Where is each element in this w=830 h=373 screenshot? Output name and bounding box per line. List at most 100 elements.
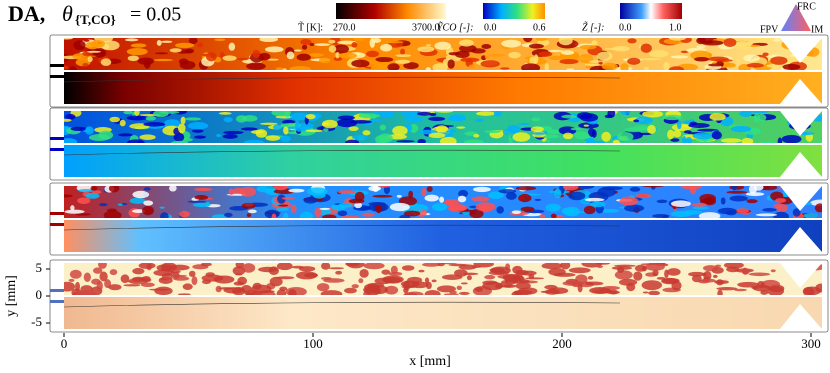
turbulence	[634, 264, 647, 272]
turbulence	[460, 57, 480, 63]
turbulence	[177, 123, 186, 134]
turbulence	[64, 113, 76, 120]
turbulence	[508, 278, 530, 284]
turbulence	[396, 194, 402, 198]
turbulence	[353, 38, 365, 42]
inlet	[50, 212, 64, 215]
turbulence	[351, 42, 358, 48]
turbulence	[64, 65, 69, 70]
turbulence	[422, 263, 441, 267]
title: DA,	[8, 1, 45, 26]
turbulence	[730, 125, 752, 133]
turbulence	[384, 285, 399, 295]
turbulence	[283, 126, 289, 135]
turbulence	[540, 134, 560, 139]
turbulence	[143, 187, 151, 191]
turbulence	[132, 267, 145, 275]
turbulence	[223, 130, 244, 135]
turbulence	[192, 202, 211, 208]
turbulence	[635, 193, 652, 198]
turbulence	[688, 271, 706, 277]
turbulence	[242, 263, 256, 273]
turbulence	[314, 43, 331, 46]
turbulence	[246, 213, 252, 218]
turbulence	[368, 202, 386, 206]
turbulence	[737, 281, 760, 288]
turbulence	[64, 209, 85, 214]
turbulence	[265, 135, 281, 141]
turbulence	[175, 42, 195, 49]
turbulence	[351, 284, 359, 289]
turbulence	[441, 274, 463, 280]
turbulence	[156, 264, 174, 272]
turbulence	[202, 279, 211, 285]
turbulence	[579, 44, 597, 50]
turbulence	[434, 41, 452, 50]
turbulence	[196, 42, 204, 48]
turbulence	[642, 291, 649, 294]
inlet	[50, 75, 64, 78]
turbulence	[803, 212, 819, 219]
turbulence	[246, 62, 266, 70]
turbulence	[814, 203, 822, 213]
turbulence	[93, 267, 103, 274]
turbulence	[69, 269, 82, 279]
turbulence	[598, 61, 603, 65]
turbulence	[561, 207, 574, 215]
turbulence	[760, 186, 778, 191]
turbulence	[228, 42, 236, 51]
x-tick-label: 300	[801, 336, 821, 351]
turbulence	[159, 206, 165, 209]
turbulence	[362, 130, 371, 136]
turbulence	[432, 63, 448, 72]
turbulence	[222, 134, 238, 139]
turbulence	[601, 131, 611, 142]
turbulence	[247, 209, 257, 214]
turbulence	[90, 186, 98, 191]
turbulence	[96, 280, 103, 291]
contour	[64, 76, 621, 83]
turbulence	[338, 52, 357, 59]
turbulence	[337, 115, 355, 121]
turbulence	[512, 132, 531, 142]
turbulence	[384, 41, 404, 44]
turbulence	[715, 59, 733, 62]
turbulence	[458, 264, 477, 270]
field	[64, 186, 822, 252]
turbulence	[64, 38, 73, 40]
turbulence	[83, 272, 91, 282]
y-axis-label: y [mm]	[4, 275, 19, 317]
turbulence	[576, 112, 593, 120]
turbulence	[378, 186, 390, 188]
panels	[49, 34, 829, 333]
turbulence	[182, 283, 193, 290]
turbulence	[691, 202, 707, 207]
turbulence	[387, 63, 400, 71]
turbulence	[337, 210, 348, 217]
turbulence	[531, 117, 541, 122]
turbulence	[624, 127, 643, 133]
turbulence	[745, 192, 765, 197]
turbulence	[713, 274, 718, 278]
turbulence	[117, 203, 123, 206]
turbulence	[411, 281, 429, 289]
turbulence	[729, 195, 748, 202]
turbulence	[143, 200, 154, 206]
turbulence	[352, 134, 369, 140]
turbulence	[535, 38, 548, 41]
turbulence	[85, 126, 94, 135]
turbulence	[392, 125, 408, 136]
turbulence	[309, 42, 315, 47]
turbulence	[473, 186, 491, 193]
turbulence	[755, 213, 778, 217]
turbulence	[652, 214, 670, 218]
turbulence	[266, 58, 279, 61]
turbulence	[709, 112, 726, 121]
turbulence	[773, 204, 781, 209]
turbulence	[123, 111, 134, 115]
turbulence	[132, 276, 145, 282]
inlet	[50, 223, 64, 226]
turbulence	[370, 114, 377, 119]
turbulence	[333, 44, 350, 54]
turbulence	[258, 266, 278, 273]
